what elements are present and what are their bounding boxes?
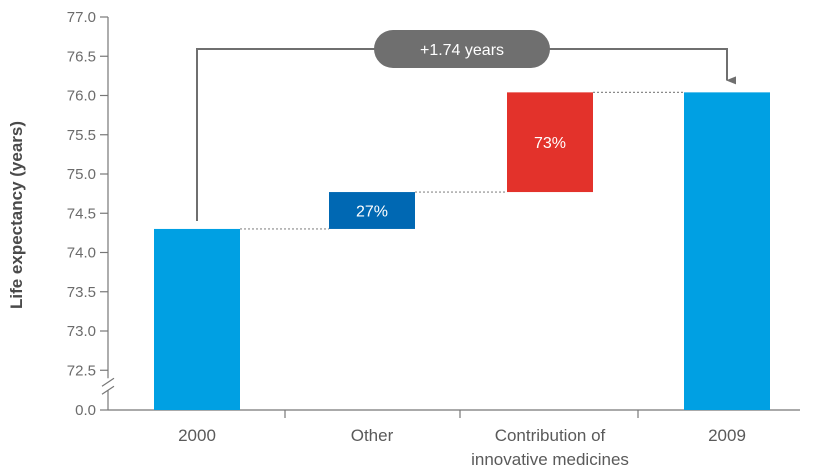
bar-2009 <box>684 92 770 411</box>
bar-value-label: 73% <box>534 135 566 152</box>
x-tick-label: 2009 <box>708 426 746 445</box>
change-callout: +1.74 years <box>196 30 736 221</box>
x-tick-label: Other <box>351 426 394 445</box>
x-tick-label: Contribution of <box>495 426 606 445</box>
change-label: +1.74 years <box>420 42 504 59</box>
x-axis <box>108 409 800 418</box>
y-axis-title: Life expectancy (years) <box>7 121 26 309</box>
y-tick-label: 73.0 <box>67 323 96 340</box>
bar-contribution-of <box>507 92 593 193</box>
y-tick-label: 0.0 <box>75 402 96 419</box>
y-tick-label: 72.5 <box>67 362 96 379</box>
connector-lines <box>240 91 684 230</box>
axis-break-mark <box>101 377 115 395</box>
y-tick-label: 75.0 <box>67 166 96 183</box>
bar-2000 <box>154 228 240 410</box>
y-tick-label: 74.5 <box>67 205 96 222</box>
change-pill <box>374 30 550 68</box>
y-tick-label: 75.5 <box>67 127 96 144</box>
bar-other <box>329 192 415 229</box>
bars <box>154 92 770 411</box>
y-axis: 0.0 72.5 73.0 73.5 74.0 74.5 75.0 75.5 76.0 76.5 7… <box>67 9 115 419</box>
category-labels: 2000 Other Contribution of innovative medic… <box>178 426 746 469</box>
y-tick-label: 76.0 <box>67 88 96 105</box>
y-tick-label: 77.0 <box>67 9 96 26</box>
y-tick-label: 73.5 <box>67 284 96 301</box>
y-tick-label: 74.0 <box>67 245 96 262</box>
bar-value-label: 27% <box>356 204 388 221</box>
bar-labels: 27% 73% <box>356 135 566 220</box>
x-tick-label: innovative medicines <box>471 450 629 469</box>
x-tick-label: 2000 <box>178 426 216 445</box>
change-arrow <box>196 48 736 221</box>
y-tick-label: 76.5 <box>67 48 96 65</box>
